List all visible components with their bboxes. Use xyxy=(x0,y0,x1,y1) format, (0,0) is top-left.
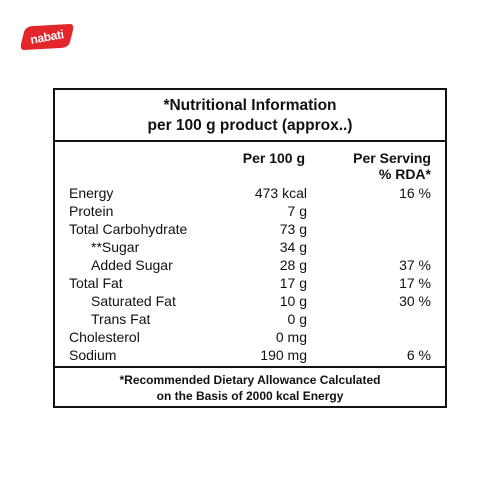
nutrition-table: Per 100 g Per Serving % RDA* Energy 473 … xyxy=(55,150,445,366)
nutrient-rda-value: 37 % xyxy=(399,257,431,273)
nutrient-per100-value: 17 g xyxy=(279,275,307,291)
column-header-rda-line2: % RDA* xyxy=(378,166,431,182)
rda-footnote: *Recommended Dietary Allowance Calculate… xyxy=(55,366,445,406)
nutrient-rows: Energy 473 kcal 16 % Protein 7 g Total C… xyxy=(55,184,445,364)
nutrition-title-line2: per 100 g product (approx..) xyxy=(147,117,353,134)
nutrient-row-sugar: **Sugar 34 g xyxy=(55,238,445,256)
nutrient-name: Energy xyxy=(69,185,114,201)
nutrient-per100-value: 473 kcal xyxy=(254,185,307,201)
nutrient-name: **Sugar xyxy=(91,239,140,255)
nutrient-row-total-carbohydrate: Total Carbohydrate 73 g xyxy=(55,220,445,238)
nutrient-name: Added Sugar xyxy=(91,257,173,273)
nutrient-name: Protein xyxy=(69,203,114,219)
nutrient-per100-value: 10 g xyxy=(279,293,307,309)
nutrient-rda-value: 17 % xyxy=(399,275,431,291)
nutrient-name: Sodium xyxy=(69,347,117,363)
nutrient-row-sodium: Sodium 190 mg 6 % xyxy=(55,346,445,364)
nutrition-title: *Nutritional Information per 100 g produ… xyxy=(55,90,445,142)
nutrient-per100-value: 7 g xyxy=(287,203,307,219)
nutrient-per100-value: 28 g xyxy=(279,257,307,273)
rda-footnote-line1: *Recommended Dietary Allowance Calculate… xyxy=(119,373,381,387)
rda-footnote-line2: on the Basis of 2000 kcal Energy xyxy=(156,389,344,403)
nutrient-name: Trans Fat xyxy=(91,311,151,327)
nutrition-title-line1: *Nutritional Information xyxy=(163,97,337,114)
brand-logo-shape xyxy=(20,24,74,50)
column-header-per-serving-line1: Per Serving xyxy=(353,150,431,166)
nutrient-per100-value: 190 mg xyxy=(260,347,307,363)
nutrient-row-total-fat: Total Fat 17 g 17 % xyxy=(55,274,445,292)
nutrient-per100-value: 34 g xyxy=(279,239,307,255)
nutrient-row-added-sugar: Added Sugar 28 g 37 % xyxy=(55,256,445,274)
nutrient-row-energy: Energy 473 kcal 16 % xyxy=(55,184,445,202)
nutrition-facts-panel: *Nutritional Information per 100 g produ… xyxy=(53,88,447,408)
nutrient-name: Total Carbohydrate xyxy=(69,221,188,237)
nutrient-row-cholesterol: Cholesterol 0 mg xyxy=(55,328,445,346)
nutrient-name: Total Fat xyxy=(69,275,123,291)
nutrient-name: Saturated Fat xyxy=(91,293,176,309)
nutrient-per100-value: 73 g xyxy=(279,221,307,237)
brand-logo: nabati xyxy=(20,24,74,50)
nutrient-row-trans-fat: Trans Fat 0 g xyxy=(55,310,445,328)
column-header-per-serving: Per Serving % RDA* xyxy=(323,150,431,182)
nutrient-per100-value: 0 mg xyxy=(275,329,307,345)
nutrient-rda-value: 30 % xyxy=(399,293,431,309)
nutrient-per100-value: 0 g xyxy=(287,311,307,327)
nutrient-row-protein: Protein 7 g xyxy=(55,202,445,220)
nutrient-row-saturated-fat: Saturated Fat 10 g 30 % xyxy=(55,292,445,310)
nutrient-rda-value: 16 % xyxy=(399,185,431,201)
nutrient-rda-value: 6 % xyxy=(406,347,431,363)
nutrient-name: Cholesterol xyxy=(69,329,140,345)
column-header-per-100g: Per 100 g xyxy=(242,150,305,166)
